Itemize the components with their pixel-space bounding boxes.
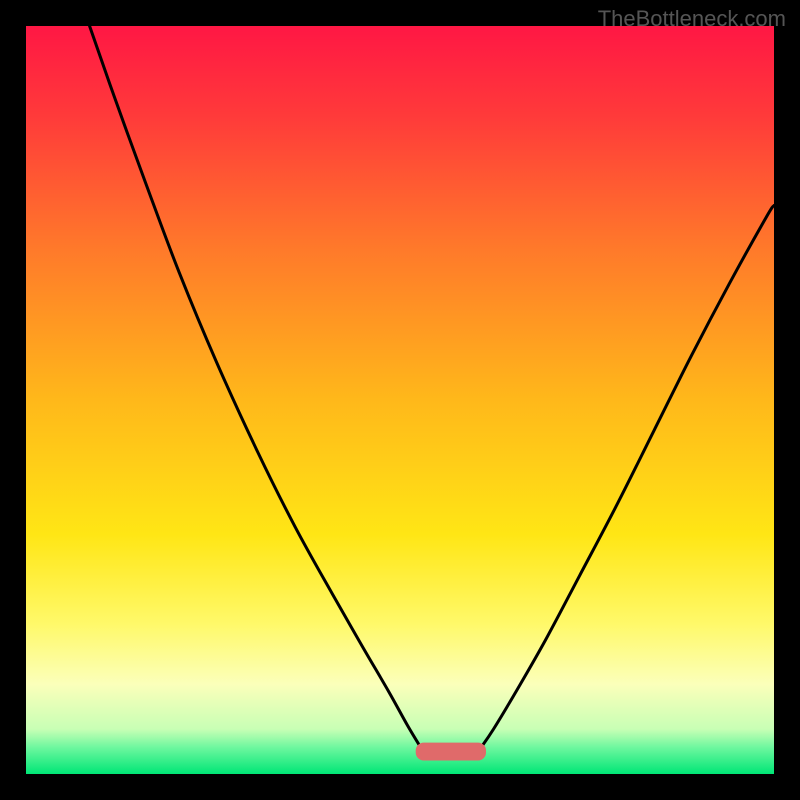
chart-svg: [26, 26, 774, 774]
bottleneck-chart: [26, 26, 774, 774]
watermark-text: TheBottleneck.com: [598, 6, 786, 32]
bottleneck-marker: [416, 743, 486, 761]
chart-background: [26, 26, 774, 774]
